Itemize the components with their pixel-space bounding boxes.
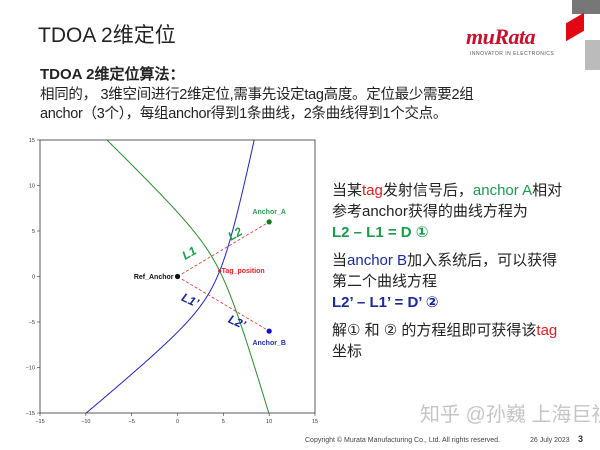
point-anchor-a xyxy=(266,219,272,225)
point-label: Tag_position xyxy=(222,268,265,275)
slide-title: TDOA 2维定位 xyxy=(38,24,176,47)
text: 加入系统后，可以获得 xyxy=(407,252,558,269)
x-tick-label: 15 xyxy=(312,419,318,425)
tdoa-plot: −15 −10 −5 0 5 10 15 15 10 5 0 −5 −10 −15 Ref_Anchor A… xyxy=(26,138,318,425)
explain-paragraph-2: 当anchor B加入系统后，可以获得 第二个曲线方程 L2’ – L1’ = … xyxy=(332,250,557,313)
segment-label: L1’ xyxy=(179,290,201,310)
tag-highlight: tag xyxy=(536,322,558,339)
slide-date: 26 July 2023 xyxy=(530,437,570,444)
intro-line-1: 相同的， 3维空间进行2维定位,需事先设定tag高度。定位最少需要2组 xyxy=(40,87,474,103)
y-tick-label: −15 xyxy=(26,411,35,417)
explain-paragraph-1: 当某tag发射信号后，anchor A相对 参考anchor获得的曲线方程为 L… xyxy=(332,180,562,243)
section-heading: TDOA 2维定位算法： xyxy=(40,66,185,83)
text: 相对 xyxy=(532,182,563,199)
y-tick-label: 15 xyxy=(29,138,35,144)
segment-label: L1 xyxy=(180,243,199,262)
y-tick-label: 5 xyxy=(32,229,35,235)
text: 参考anchor获得的曲线方程为 xyxy=(332,203,528,220)
distance-line xyxy=(177,221,270,277)
segment-label: L2’ xyxy=(226,312,248,332)
hyperbola-curve xyxy=(106,140,270,413)
segment-label: L2 xyxy=(226,224,245,243)
x-tick-label: 10 xyxy=(266,419,272,425)
point-ref-anchor xyxy=(174,273,181,280)
x-tick-label: 5 xyxy=(222,419,225,425)
anchor-b-highlight: anchor B xyxy=(347,252,408,269)
x-tick-label: −10 xyxy=(81,419,90,425)
corner-decoration-gray xyxy=(585,40,600,70)
x-tick-label: −15 xyxy=(35,419,44,425)
watermark: 知乎 @孙巍 上海巨视 xyxy=(420,404,600,426)
equation-1: L2 – L1 = D ① xyxy=(332,224,429,241)
x-tick-label: −5 xyxy=(129,419,135,425)
x-tick-label: 0 xyxy=(176,419,179,425)
point-label: Anchor_B xyxy=(252,340,285,347)
corner-decoration xyxy=(572,0,600,14)
point-label: Ref_Anchor xyxy=(134,274,174,281)
distance-line xyxy=(177,276,270,332)
intro-line-2: anchor（3个），每组anchor得到1条曲线，2条曲线得到1个交点。 xyxy=(40,106,448,122)
text: 坐标 xyxy=(332,343,363,360)
logo-tagline: INNOVATOR IN ELECTRONICS xyxy=(470,51,555,57)
y-tick-label: 10 xyxy=(29,184,35,190)
corner-decoration-red xyxy=(566,12,584,42)
text: 当某 xyxy=(332,182,363,199)
point-anchor-b xyxy=(266,328,272,334)
y-tick-label: −5 xyxy=(29,320,35,326)
equation-2: L2’ – L1’ = D’ ② xyxy=(332,294,439,311)
copyright: Copyright © Murata Manufacturing Co., Lt… xyxy=(305,437,501,444)
page-number: 3 xyxy=(578,434,584,444)
hyperbola-curve xyxy=(85,140,255,413)
text: 第二个曲线方程 xyxy=(332,273,438,290)
tag-highlight: tag xyxy=(362,182,383,199)
point-tag-position xyxy=(218,269,222,273)
y-tick-label: 0 xyxy=(32,275,35,281)
murata-logo: muRata xyxy=(466,24,536,49)
text: 解① 和 ② 的方程组即可获得该 xyxy=(332,322,537,339)
text: 发射信号后， xyxy=(382,182,473,199)
text: 当 xyxy=(332,252,348,269)
anchor-a-highlight: anchor A xyxy=(472,182,533,199)
point-label: Anchor_A xyxy=(252,209,285,216)
explain-paragraph-3: 解① 和 ② 的方程组即可获得该tag 坐标 xyxy=(332,320,557,362)
y-tick-label: −10 xyxy=(26,366,35,372)
